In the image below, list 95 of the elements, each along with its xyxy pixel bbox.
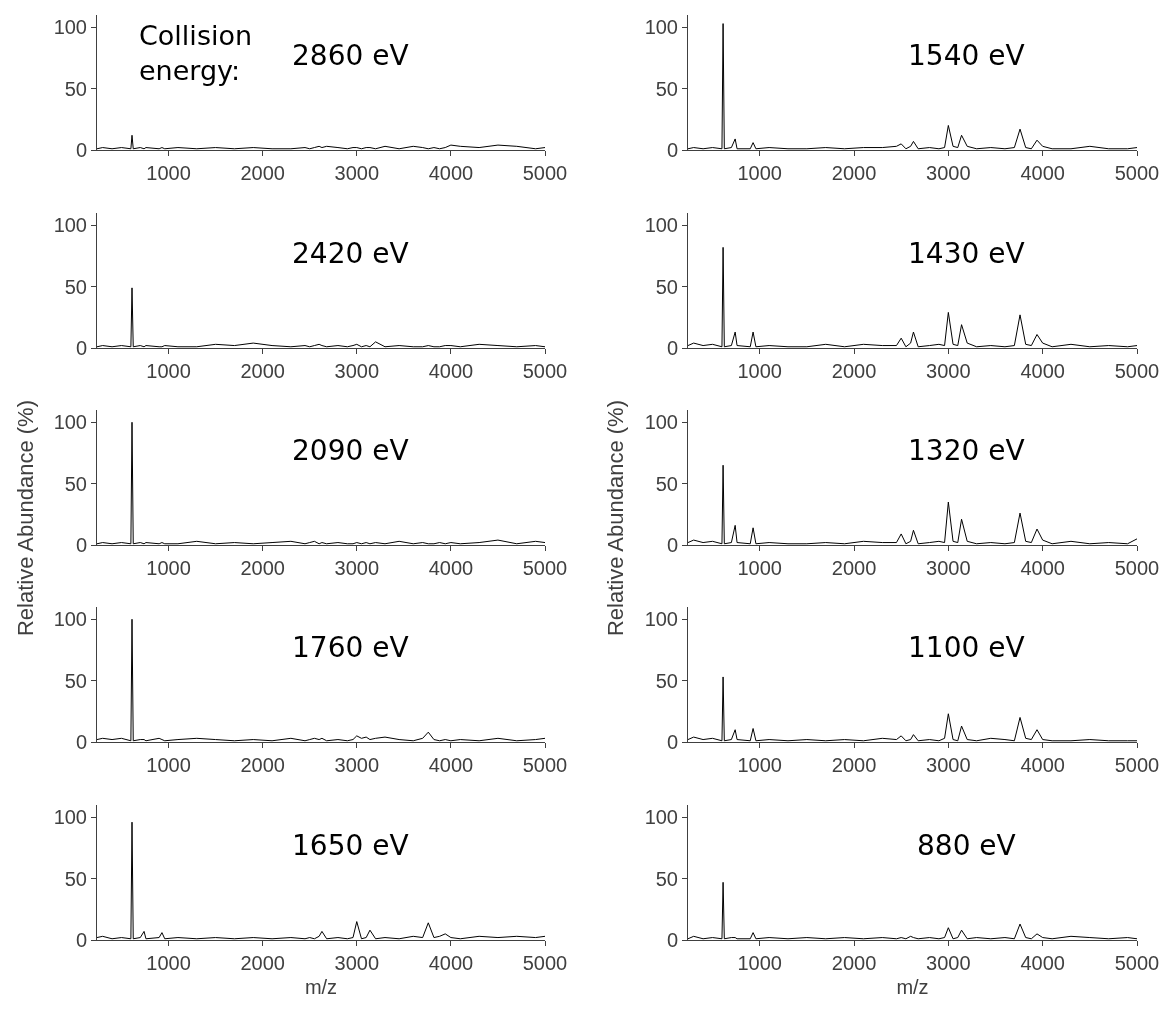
x-tick-label: 4000 [1020,754,1065,776]
y-tick-label: 100 [644,214,678,237]
annotation: 1430 eV [908,237,1025,270]
y-tick-label: 50 [64,867,87,890]
y-tick-label: 50 [655,275,678,298]
x-tick-label: 1000 [737,360,782,382]
annotation: 1760 eV [292,631,409,664]
x-tick-label: 3000 [926,557,971,579]
y-tick-label: 100 [53,16,87,39]
x-tick-label: 4000 [428,754,474,776]
y-tick-label: 100 [644,16,678,39]
annotation: 1540 eV [908,39,1025,72]
y-tick-label: 100 [53,411,87,434]
x-tick-label: 3000 [926,952,971,974]
y-tick-label: 100 [644,411,678,434]
x-tick-label: 5000 [522,557,568,579]
annotation: Collision energy: [139,20,253,87]
x-tick-label: 4000 [1020,360,1065,382]
x-tick-label: 4000 [428,360,474,382]
annotation: 1320 eV [908,434,1025,467]
x-tick-label: 3000 [926,360,971,382]
x-tick-label: 4000 [428,162,474,184]
x-tick-label: 3000 [334,360,380,382]
y-tick-label: 50 [64,275,87,298]
annotation: 2420 eV [292,237,409,270]
x-tick-label: 5000 [1114,557,1160,579]
x-tick-label: 5000 [1114,360,1160,382]
x-tick-label: 4000 [428,557,474,579]
x-tick-label: 5000 [522,952,568,974]
y-tick-label: 100 [53,806,87,829]
y-axis-title: Relative Abundance (%) [603,399,629,636]
x-tick-label: 3000 [926,162,971,184]
annotation: 2860 eV [292,39,409,72]
x-tick-label: 2000 [831,754,877,776]
y-tick-label: 0 [75,534,87,556]
x-tick-label: 1000 [146,162,191,184]
y-tick-label: 50 [655,669,678,692]
y-tick-label: 50 [64,472,87,495]
x-tick-label: 1000 [737,754,782,776]
y-tick-label: 50 [64,669,87,692]
y-tick-label: 50 [655,867,678,890]
x-tick-label: 4000 [1020,952,1065,974]
x-tick-label: 3000 [334,952,380,974]
x-tick-label: 3000 [334,162,380,184]
y-tick-label: 100 [53,214,87,237]
y-tick-label: 50 [655,472,678,495]
x-axis-title: m/z [896,975,929,998]
y-tick-label: 50 [64,77,87,100]
annotation: 1100 eV [908,631,1025,664]
x-tick-label: 5000 [1114,952,1160,974]
annotation: 880 eV [917,829,1016,862]
x-tick-label: 5000 [522,754,568,776]
x-tick-label: 4000 [1020,162,1065,184]
x-tick-label: 5000 [522,360,568,382]
x-tick-label: 4000 [1020,557,1065,579]
x-tick-label: 3000 [926,754,971,776]
x-tick-label: 1000 [737,557,782,579]
x-tick-label: 5000 [1114,754,1160,776]
x-tick-label: 2000 [831,557,877,579]
x-tick-label: 4000 [428,952,474,974]
x-tick-label: 1000 [146,952,191,974]
y-tick-label: 0 [666,337,678,359]
y-axis-title: Relative Abundance (%) [13,399,39,636]
x-tick-label: 1000 [146,754,191,776]
x-tick-label: 2000 [240,360,285,382]
y-tick-label: 0 [75,929,87,951]
x-tick-label: 2000 [240,162,285,184]
x-tick-label: 1000 [146,557,191,579]
x-tick-label: 2000 [240,952,285,974]
x-axis-title: m/z [304,975,338,998]
x-tick-label: 3000 [334,557,380,579]
y-tick-label: 0 [666,731,678,753]
y-tick-label: 100 [644,608,678,631]
x-tick-label: 2000 [831,162,877,184]
y-tick-label: 0 [75,731,87,753]
x-tick-label: 2000 [240,754,285,776]
y-tick-label: 0 [666,929,678,951]
y-tick-label: 100 [644,806,678,829]
y-tick-label: 50 [655,77,678,100]
x-tick-label: 1000 [737,162,782,184]
x-tick-label: 1000 [737,952,782,974]
y-tick-label: 0 [666,534,678,556]
y-tick-label: 100 [53,608,87,631]
y-tick-label: 0 [75,337,87,359]
x-tick-label: 2000 [831,360,877,382]
x-tick-label: 1000 [146,360,191,382]
x-tick-label: 5000 [522,162,568,184]
annotation: 2090 eV [292,434,409,467]
x-tick-label: 2000 [240,557,285,579]
y-tick-label: 0 [666,139,678,161]
x-tick-label: 3000 [334,754,380,776]
annotation: 1650 eV [292,829,409,862]
x-tick-label: 2000 [831,952,877,974]
y-tick-label: 0 [75,139,87,161]
x-tick-label: 5000 [1114,162,1160,184]
